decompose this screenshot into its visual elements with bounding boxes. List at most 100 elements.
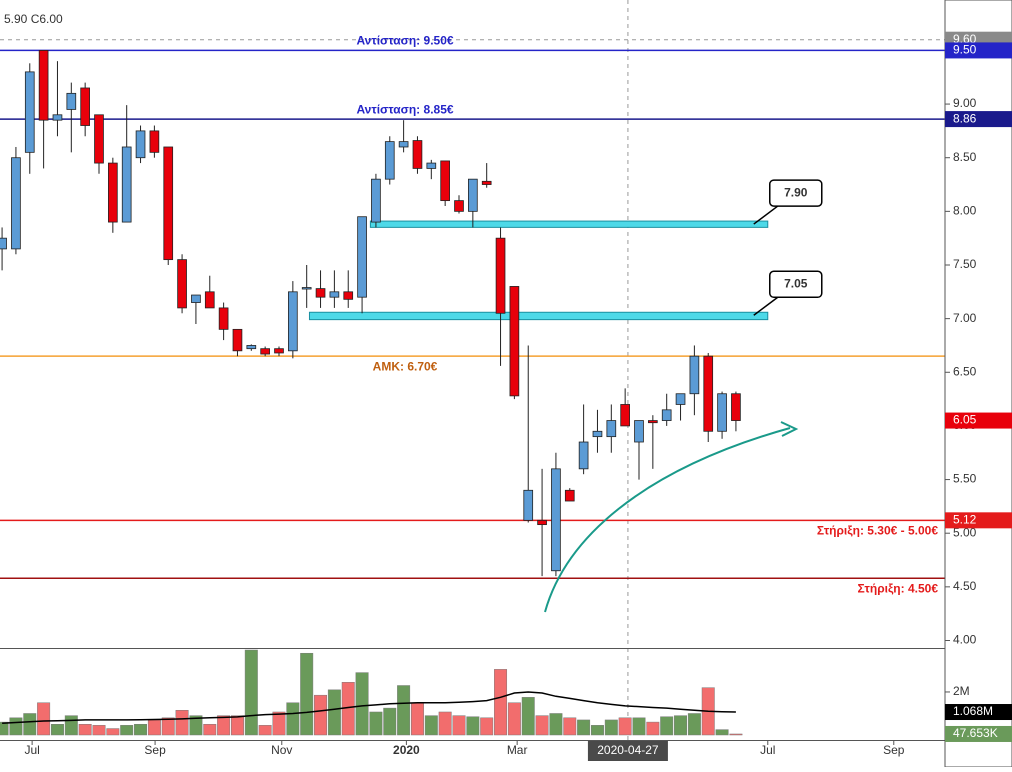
- volume-bar: [120, 725, 134, 736]
- volume-bar: [632, 717, 646, 736]
- x-tick-label: Jul: [760, 743, 775, 757]
- candle-body: [440, 160, 450, 202]
- volume-badge-label: 47.653K: [953, 726, 998, 740]
- price-badge-label: 5.12: [953, 513, 977, 527]
- axis-layer: 4.004.505.005.506.006.507.007.508.008.50…: [24, 31, 1012, 761]
- volume-bar: [369, 711, 383, 736]
- volume-bar: [175, 710, 189, 736]
- volume-bar: [535, 715, 549, 736]
- candle-body: [66, 92, 77, 110]
- candle-body: [731, 393, 741, 421]
- candle-body: [38, 50, 49, 121]
- candle-body: [606, 420, 617, 438]
- support-zone: [369, 220, 769, 228]
- price-badge: [945, 512, 1012, 529]
- callout-label: 7.90: [784, 185, 808, 199]
- volume-bar: [507, 702, 521, 736]
- candle-body: [288, 291, 298, 352]
- callout-pointer: [753, 296, 779, 316]
- volume-bar: [37, 702, 51, 736]
- candle-body: [481, 180, 492, 185]
- x-tick-label: Nov: [271, 743, 292, 757]
- candle-body: [329, 291, 340, 298]
- candle-body: [592, 430, 603, 438]
- price-badge: [945, 42, 1012, 59]
- volume-bar: [230, 715, 244, 736]
- price-badge: [945, 111, 1012, 128]
- y-tick-label: 5.50: [953, 472, 977, 486]
- candle-body: [509, 286, 520, 397]
- ohlc-header: 5.90 C6.00: [4, 12, 63, 26]
- volume-bar: [50, 723, 64, 736]
- candle-body: [315, 288, 326, 298]
- volume-bar: [286, 702, 300, 736]
- volume-bar: [452, 715, 466, 736]
- candle-body: [149, 130, 160, 153]
- volume-bar: [687, 713, 701, 736]
- volume-bar: [660, 716, 674, 736]
- volume-bar: [300, 652, 314, 736]
- y-tick-label: 8.00: [953, 204, 977, 218]
- candle-body: [0, 237, 7, 250]
- candle-body: [343, 291, 354, 300]
- date-badge-label: 2020-04-27: [597, 743, 659, 757]
- volume-bar: [604, 719, 618, 736]
- candle-body: [52, 114, 63, 121]
- volume-bar: [410, 702, 424, 736]
- volume-bar: [217, 715, 231, 736]
- volume-bar: [314, 694, 328, 736]
- price-badge-label: 6.05: [953, 413, 977, 427]
- candle-body: [121, 146, 132, 223]
- volume-bar: [92, 725, 106, 736]
- volume-bar: [203, 723, 217, 736]
- level-label: Στήριξη: 5.30€ - 5.00€: [817, 524, 938, 538]
- volume-bar: [147, 719, 161, 736]
- candle-body: [94, 114, 104, 164]
- volume-bar: [438, 711, 452, 736]
- candle-body: [661, 409, 672, 421]
- y-tick-label: 5.00: [953, 525, 977, 539]
- volume-bar: [674, 715, 688, 736]
- candle-body: [11, 157, 21, 250]
- volume-bar: [189, 715, 203, 736]
- y-tick-label: 4.00: [953, 633, 977, 647]
- level-label: Αντίσταση: 9.50€: [356, 34, 453, 48]
- volume-bar: [577, 719, 591, 736]
- y-tick-label: 9.00: [953, 96, 977, 110]
- callout-box: [769, 270, 823, 299]
- level-label: Στήριξη: 4.50€: [858, 581, 939, 595]
- price-badge: [945, 412, 1012, 429]
- candle-body: [274, 348, 284, 354]
- level-label: ΑΜΚ: 6.70€: [373, 359, 438, 373]
- volume-bar: [64, 715, 78, 736]
- candle-body: [301, 287, 312, 290]
- x-tick-label: Sep: [144, 743, 166, 757]
- candle-body: [634, 420, 644, 443]
- candle-body: [24, 71, 35, 153]
- trend-arrow-head: [780, 421, 799, 437]
- candle-body: [495, 237, 506, 314]
- volume-bar: [494, 669, 508, 736]
- candle-body: [135, 130, 146, 159]
- back-layer: Αντίσταση: 9.50€ Αντίσταση: 8.85€ ΑΜΚ: 6.7…: [0, 0, 945, 740]
- candle-body: [246, 345, 257, 350]
- price-badge-label: 9.50: [953, 43, 977, 57]
- candle-body: [717, 393, 727, 432]
- price-badge-label: 8.86: [953, 111, 977, 125]
- volume-bar: [0, 721, 9, 736]
- y-tick-label: 7.00: [953, 311, 977, 325]
- y-tick-label: 7.50: [953, 257, 977, 271]
- volume-badge: [945, 704, 1012, 721]
- volume-bar: [9, 717, 23, 736]
- volume-bar: [549, 713, 563, 736]
- volume-bar: [383, 707, 397, 736]
- volume-bar: [466, 716, 480, 736]
- y-tick-label: 8.50: [953, 150, 977, 164]
- volume-bar: [106, 728, 120, 736]
- candle-body: [578, 441, 589, 470]
- candle-body: [689, 355, 700, 395]
- candle-body: [398, 141, 409, 148]
